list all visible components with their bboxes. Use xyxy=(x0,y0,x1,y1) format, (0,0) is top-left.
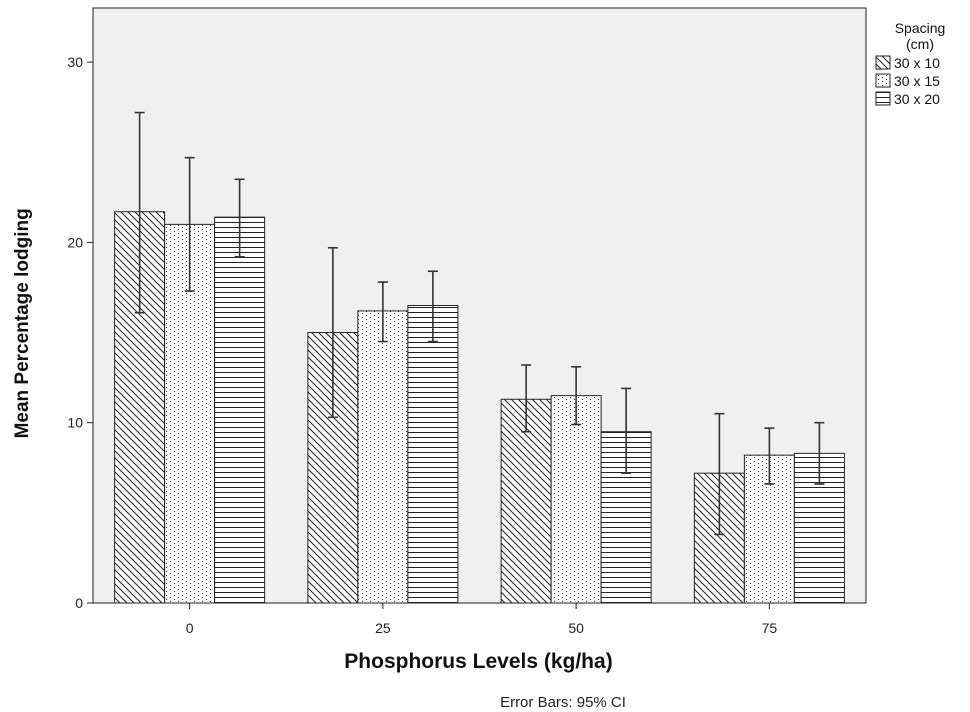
error-bar xyxy=(377,281,388,343)
y-tick-label: 30 xyxy=(67,54,83,70)
error-bar xyxy=(521,364,532,433)
legend-label: 30 x 15 xyxy=(894,73,940,89)
x-tick-label: 75 xyxy=(762,620,778,636)
x-axis-title: Phosphorus Levels (kg/ha) xyxy=(344,650,612,673)
error-bar xyxy=(714,412,725,536)
legend-title: Spacing xyxy=(895,20,946,36)
error-bar xyxy=(621,387,632,474)
bar-30x15-p25 xyxy=(357,310,409,604)
bar-30x15-p50 xyxy=(550,395,602,604)
legend-label: 30 x 10 xyxy=(894,55,940,71)
error-bar xyxy=(571,366,582,426)
error-bar xyxy=(327,247,338,419)
x-tick-label: 50 xyxy=(568,620,584,636)
bar-30x10-p50 xyxy=(500,398,552,604)
bar-30x20-p25 xyxy=(407,305,459,604)
y-axis: 0 10 20 30 xyxy=(67,54,93,611)
legend: Spacing(cm) 30 x 10 30 x 15 30 x 20 xyxy=(875,20,946,107)
y-tick-label: 0 xyxy=(75,595,83,611)
error-bar xyxy=(764,427,775,485)
bar-30x20-p0 xyxy=(214,216,266,604)
error-bar xyxy=(134,111,145,314)
x-tick-label: 25 xyxy=(375,620,391,636)
legend-swatch xyxy=(875,73,891,88)
error-bar xyxy=(184,156,195,292)
error-bar xyxy=(427,270,438,343)
error-bar xyxy=(814,421,825,485)
legend-swatch xyxy=(875,55,891,70)
y-axis-title: Mean Percentage lodging xyxy=(12,208,33,438)
y-tick-label: 20 xyxy=(67,234,83,250)
legend-label: 30 x 20 xyxy=(894,91,940,107)
error-bar xyxy=(234,178,245,258)
error-bars xyxy=(134,111,825,536)
x-axis: 0 25 50 75 xyxy=(186,603,778,636)
legend-title: (cm) xyxy=(906,36,934,52)
legend-swatch xyxy=(875,91,891,106)
x-tick-label: 0 xyxy=(186,620,194,636)
y-tick-label: 10 xyxy=(67,415,83,431)
error-bars-note: Error Bars: 95% CI xyxy=(500,694,626,711)
